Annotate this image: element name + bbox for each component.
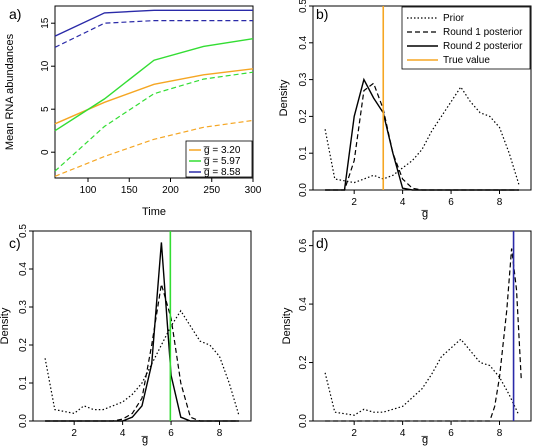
x-axis-label-c: g̅ xyxy=(141,434,149,446)
y-tick-label-c: 0.5 xyxy=(18,224,29,238)
series-line-a-0 xyxy=(54,68,254,125)
y-tick-label-b: 0.1 xyxy=(298,146,309,160)
y-tick-label-b: 0.4 xyxy=(298,35,309,49)
legend-b: Prior Round 1 posterior Round 2 posterio… xyxy=(401,6,531,70)
y-tick-label-c: 0.4 xyxy=(18,262,29,276)
x-tick-label-b: 8 xyxy=(497,197,503,208)
series-line-b-2 xyxy=(325,77,519,191)
x-tick-label-b: 2 xyxy=(351,197,357,208)
x-tick-label-c: 4 xyxy=(120,428,126,439)
panel-label-c: c) xyxy=(9,235,21,251)
y-tick-label-b: 0.0 xyxy=(298,183,309,197)
y-tick-label-d: 0.4 xyxy=(298,297,309,311)
y-tick-label-d: 0.0 xyxy=(298,414,309,428)
series-d xyxy=(324,231,522,422)
legend-box-b xyxy=(401,6,531,70)
panel-label-b: b) xyxy=(316,6,328,22)
y-tick-label-c: 0.1 xyxy=(18,376,29,390)
legend-entry-green: g̅ = 5.97 xyxy=(203,156,240,167)
x-axis-label-d: g̅ xyxy=(421,434,429,446)
x-tick-label-d: 6 xyxy=(448,428,454,439)
y-axis-label-d: Density xyxy=(281,307,293,344)
series-c xyxy=(44,231,240,422)
y-tick-label-c: 0.0 xyxy=(18,414,29,428)
x-tick-label-a: 150 xyxy=(121,185,138,196)
plot-frame-c xyxy=(32,230,252,422)
plot-frame-d xyxy=(312,230,532,422)
ticks-c: 2 4 6 8 0.0 0.1 0.2 0.3 0.4 0.5 xyxy=(18,224,223,439)
y-tick-label-a: 5 xyxy=(40,106,51,112)
series-line-a-4 xyxy=(54,9,253,37)
legend-entry-round1: Round 1 posterior xyxy=(443,27,523,38)
legend-entry-blue: g̅ = 8.58 xyxy=(203,167,240,178)
series-line-b-0 xyxy=(324,85,520,185)
y-axis-label-c: Density xyxy=(0,307,11,344)
x-tick-label-a: 250 xyxy=(203,185,220,196)
x-tick-label-a: 100 xyxy=(80,185,97,196)
y-tick-label-b: 0.3 xyxy=(298,72,309,86)
series-b xyxy=(324,6,520,191)
y-tick-label-c: 0.2 xyxy=(18,338,29,352)
plot-frame-a xyxy=(54,5,254,179)
y-axis-label-a: Mean RNA abundances xyxy=(4,33,16,150)
series-line-b-1 xyxy=(325,82,519,191)
panel-b: b) 2 4 6 8 0.0 0.1 0.2 0.3 0.4 0.5 g̅ Density Pri… xyxy=(278,0,532,220)
series-line-d-0 xyxy=(324,338,520,416)
series-line-c-1 xyxy=(45,284,239,422)
series-line-a-5 xyxy=(54,20,253,48)
legend-entry-orange: g̅ = 3.20 xyxy=(203,145,240,156)
y-tick-label-b: 0.5 xyxy=(298,0,309,13)
legend-box-a xyxy=(185,140,253,178)
x-tick-label-d: 2 xyxy=(351,428,357,439)
panel-d: d) 2 4 6 8 0.0 0.2 0.4 0.6 g̅ Density xyxy=(281,230,532,446)
legend-entry-prior: Prior xyxy=(443,13,465,24)
series-line-a-3 xyxy=(54,71,254,172)
x-tick-label-b: 6 xyxy=(448,197,454,208)
y-tick-label-a: 10 xyxy=(40,60,51,72)
x-tick-label-c: 2 xyxy=(71,428,77,439)
x-tick-label-c: 6 xyxy=(168,428,174,439)
panel-a: a) 100 150 200 250 300 0 5 10 15 Time Mean RNA a… xyxy=(4,5,262,218)
panel-label-d: d) xyxy=(316,235,328,251)
x-axis-label-a: Time xyxy=(142,206,166,218)
x-tick-label-d: 4 xyxy=(400,428,406,439)
y-tick-label-c: 0.3 xyxy=(18,300,29,314)
x-tick-label-a: 300 xyxy=(245,185,262,196)
ticks-d: 2 4 6 8 0.0 0.2 0.4 0.6 xyxy=(298,238,503,439)
series-line-c-2 xyxy=(45,242,239,422)
legend-entry-round2: Round 2 posterior xyxy=(443,41,523,52)
ticks-a: 100 150 200 250 300 0 5 10 15 xyxy=(40,17,262,196)
legend-entry-true: True value xyxy=(443,55,490,66)
ticks-b: 2 4 6 8 0.0 0.1 0.2 0.3 0.4 0.5 xyxy=(298,0,503,208)
y-tick-label-a: 0 xyxy=(40,149,51,155)
series-line-c-0 xyxy=(44,309,240,416)
panel-c: c) 2 4 6 8 0.0 0.1 0.2 0.3 0.4 0.5 g̅ Density xyxy=(0,224,252,446)
series-line-a-1 xyxy=(54,119,254,177)
panel-label-a: a) xyxy=(9,6,21,22)
x-tick-label-d: 8 xyxy=(497,428,503,439)
x-tick-label-c: 8 xyxy=(217,428,223,439)
series-line-a-2 xyxy=(54,38,254,132)
y-tick-label-d: 0.2 xyxy=(298,355,309,369)
y-axis-label-b: Density xyxy=(278,79,290,116)
legend-a: g̅ = 3.20 g̅ = 5.97 g̅ = 8.58 xyxy=(185,140,253,178)
series-a xyxy=(54,9,254,177)
y-tick-label-d: 0.6 xyxy=(298,238,309,252)
y-tick-label-b: 0.2 xyxy=(298,109,309,123)
series-line-d-1 xyxy=(325,248,522,422)
x-tick-label-b: 4 xyxy=(400,197,406,208)
y-tick-label-a: 15 xyxy=(40,17,51,29)
x-axis-label-b: g̅ xyxy=(421,208,429,220)
x-tick-label-a: 200 xyxy=(162,185,179,196)
